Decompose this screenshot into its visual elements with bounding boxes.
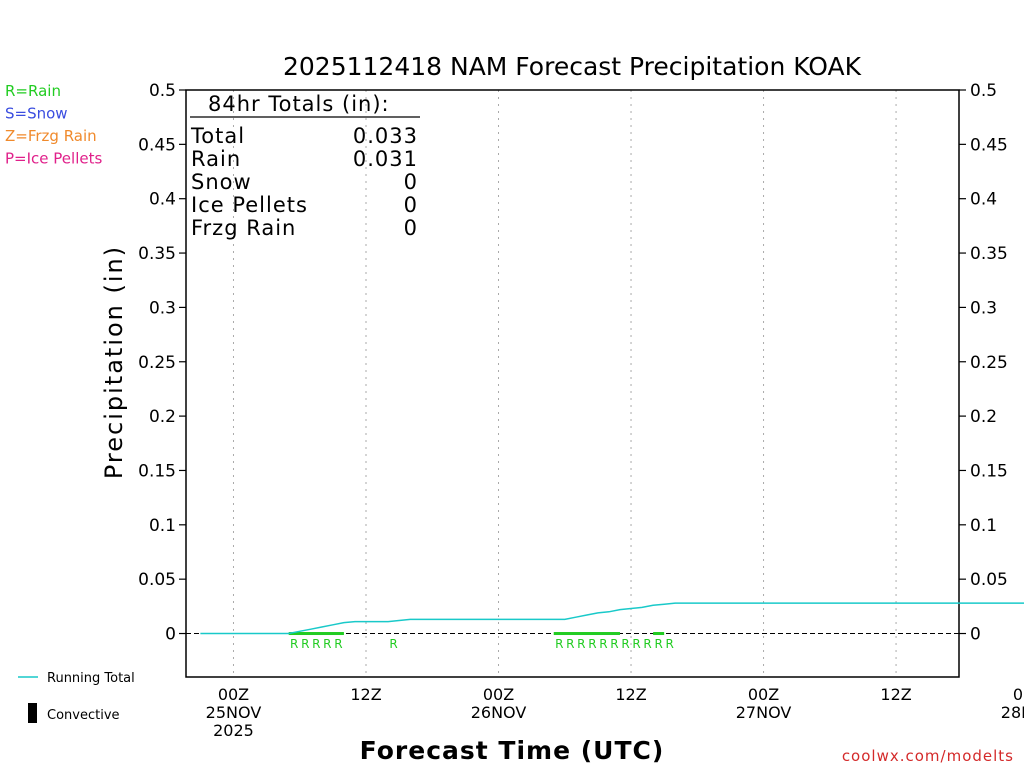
rain-bar bbox=[653, 632, 665, 636]
convective-key-swatch bbox=[28, 703, 37, 723]
totals-box: 84hr Totals (in): Total 0.033 Rain 0.031 Sno… bbox=[190, 92, 420, 240]
precip-type-marks: RRRRRRRRRRRRRRRRRRRR bbox=[290, 637, 674, 651]
y-tick-label-right: 0.45 bbox=[970, 135, 1008, 155]
rain-type-mark: R bbox=[588, 637, 596, 651]
y-tick-label-left: 0.1 bbox=[149, 516, 176, 536]
y-tick-label-left: 0.15 bbox=[138, 461, 176, 481]
rain-type-mark: R bbox=[566, 637, 574, 651]
totals-row-label: Frzg Rain bbox=[191, 216, 296, 240]
y-tick-label-left: 0.05 bbox=[138, 570, 176, 590]
x-tick-label: 12Z bbox=[880, 685, 911, 704]
rain-type-mark: R bbox=[290, 637, 298, 651]
y-axis-label: Precipitation (in) bbox=[100, 245, 128, 479]
y-tick-label-left: 0.35 bbox=[138, 244, 176, 264]
rain-bar bbox=[553, 632, 620, 636]
rain-type-mark: R bbox=[632, 637, 640, 651]
y-tick-label-right: 0.25 bbox=[970, 353, 1008, 373]
x-tick-label: 00Z bbox=[483, 685, 514, 704]
y-tick-label-right: 0.3 bbox=[970, 298, 997, 318]
y-tick-label-left: 0 bbox=[165, 625, 176, 645]
x-tick-label: 12Z bbox=[350, 685, 381, 704]
rain-type-mark: R bbox=[555, 637, 563, 651]
totals-heading: 84hr Totals (in): bbox=[208, 92, 390, 116]
y-tick-label-left: 0.3 bbox=[149, 298, 176, 318]
y-tick-label-right: 0.4 bbox=[970, 190, 997, 210]
rain-type-mark: R bbox=[323, 637, 331, 651]
totals-row-label: Snow bbox=[191, 170, 252, 194]
x-tick-label: 12Z bbox=[615, 685, 646, 704]
totals-row-value: 0.031 bbox=[353, 147, 418, 171]
totals-row-value: 0 bbox=[404, 170, 418, 194]
rain-type-mark: R bbox=[666, 637, 674, 651]
rain-type-mark: R bbox=[334, 637, 342, 651]
rain-type-mark: R bbox=[643, 637, 651, 651]
y-axis-ticks: 0 00.05 0.050.1 0.10.15 0.150.2 0.20.25 0.250.… bbox=[138, 81, 1008, 645]
running-total-line bbox=[200, 602, 1024, 635]
gridlines bbox=[232, 90, 897, 677]
source-credit: coolwx.com/modelts bbox=[842, 747, 1014, 765]
precip-bars bbox=[288, 632, 665, 636]
x-tick-label: 26NOV bbox=[471, 703, 527, 722]
y-tick-label-right: 0.35 bbox=[970, 244, 1008, 264]
type-legend-entry: Z=Frzg Rain bbox=[5, 127, 97, 145]
y-tick-label-left: 0.45 bbox=[138, 135, 176, 155]
chart-title: 2025112418 NAM Forecast Precipitation KO… bbox=[283, 52, 862, 81]
totals-row-value: 0.033 bbox=[353, 124, 418, 148]
rain-type-mark: R bbox=[621, 637, 629, 651]
y-tick-label-left: 0.4 bbox=[149, 190, 176, 210]
x-tick-label: 00Z bbox=[748, 685, 779, 704]
y-tick-label-right: 0 bbox=[970, 625, 981, 645]
x-tick-label: 2025 bbox=[213, 721, 254, 740]
y-tick-label-right: 0.2 bbox=[970, 407, 997, 427]
type-legend-entry: S=Snow bbox=[5, 105, 68, 123]
type-legend-entry: R=Rain bbox=[5, 82, 61, 100]
totals-row-label: Ice Pellets bbox=[191, 193, 308, 217]
x-tick-label: 27NOV bbox=[736, 703, 792, 722]
totals-rows: Total 0.033 Rain 0.031 Snow 0 Ice Pellets 0 Frzg… bbox=[190, 124, 418, 240]
y-tick-label-left: 0.5 bbox=[149, 81, 176, 101]
x-axis-ticks: 00Z25NOV202512Z00Z26NOV12Z00Z27NOV12Z00Z… bbox=[206, 685, 1024, 740]
rain-type-mark: R bbox=[610, 637, 618, 651]
x-tick-label: 25NOV bbox=[206, 703, 262, 722]
convective-key-label: Convective bbox=[47, 708, 120, 723]
running-total-key-label: Running Total bbox=[47, 671, 135, 686]
y-tick-label-right: 0.1 bbox=[970, 516, 997, 536]
x-tick-label: 28NOV bbox=[1001, 703, 1024, 722]
totals-row-label: Total bbox=[190, 124, 245, 148]
x-axis-label: Forecast Time (UTC) bbox=[360, 736, 665, 765]
x-tick-label: 00Z bbox=[218, 685, 249, 704]
totals-row-label: Rain bbox=[191, 147, 241, 171]
y-tick-label-right: 0.5 bbox=[970, 81, 997, 101]
series-key: Running Total Convective bbox=[18, 671, 135, 723]
rain-bar bbox=[288, 632, 344, 636]
type-legend-entry: P=Ice Pellets bbox=[5, 150, 102, 168]
totals-row-value: 0 bbox=[404, 216, 418, 240]
rain-type-mark: R bbox=[577, 637, 585, 651]
rain-type-mark: R bbox=[599, 637, 607, 651]
series-layer bbox=[200, 602, 1024, 635]
y-tick-label-left: 0.25 bbox=[138, 353, 176, 373]
totals-row-value: 0 bbox=[404, 193, 418, 217]
y-tick-label-right: 0.05 bbox=[970, 570, 1008, 590]
x-tick-label: 00Z bbox=[1013, 685, 1024, 704]
rain-type-mark: R bbox=[389, 637, 397, 651]
precip-type-legend: R=Rain S=Snow Z=Frzg Rain P=Ice Pellets bbox=[5, 82, 102, 168]
rain-type-mark: R bbox=[654, 637, 662, 651]
y-tick-label-left: 0.2 bbox=[149, 407, 176, 427]
plot-frame bbox=[185, 89, 960, 678]
rain-type-mark: R bbox=[301, 637, 309, 651]
y-tick-label-right: 0.15 bbox=[970, 461, 1008, 481]
rain-type-mark: R bbox=[312, 637, 320, 651]
